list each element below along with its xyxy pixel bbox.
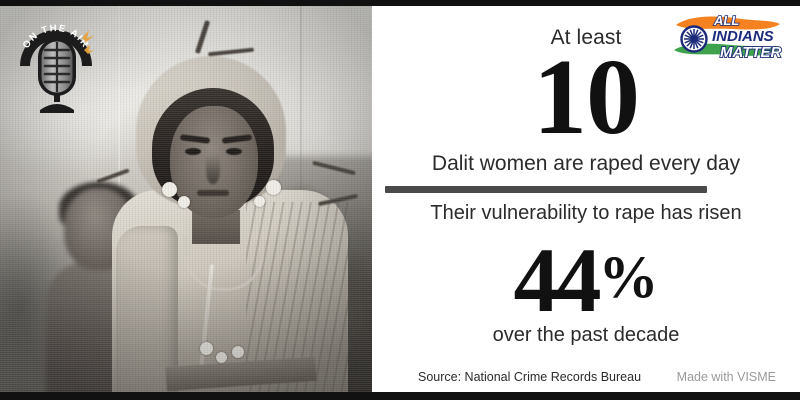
all-indians-matter-logo[interactable]: ALL INDIANS MATTER bbox=[668, 10, 784, 66]
footer: Source: National Crime Records Bureau Ma… bbox=[372, 370, 800, 384]
logo-line-1: ALL bbox=[713, 13, 739, 28]
stat-percent-group: 44% bbox=[372, 234, 800, 326]
source-attribution: Source: National Crime Records Bureau bbox=[418, 370, 642, 384]
microphone-icon: ON THE AIR bbox=[20, 23, 94, 113]
visme-credit[interactable]: Made with VISME bbox=[676, 370, 776, 384]
stat-line-1: Dalit women are raped every day bbox=[431, 152, 741, 175]
spark-icon bbox=[82, 30, 94, 54]
stat-prefix: At least bbox=[550, 26, 622, 49]
stat-line-3: over the past decade bbox=[492, 324, 680, 346]
photograph: ON THE AIR bbox=[0, 6, 372, 392]
ashoka-chakra-icon bbox=[680, 25, 708, 53]
stat-percent-symbol: % bbox=[598, 244, 659, 310]
stat-line-2: Their vulnerability to rape has risen bbox=[430, 202, 742, 224]
logo-icon: ALL INDIANS MATTER bbox=[674, 12, 782, 62]
divider bbox=[385, 186, 707, 193]
logo-line-2: INDIANS bbox=[712, 28, 774, 45]
logo-saffron-stripe bbox=[676, 16, 780, 30]
stat-big-number: 10 bbox=[533, 38, 640, 157]
logo-line-3: MATTER bbox=[720, 44, 782, 61]
stats-panel: ALL INDIANS MATTER At least 10 Dalit wom… bbox=[372, 6, 800, 392]
stat-percent-value: 44 bbox=[513, 229, 602, 331]
on-the-air-mic-badge: ON THE AIR bbox=[14, 16, 100, 116]
